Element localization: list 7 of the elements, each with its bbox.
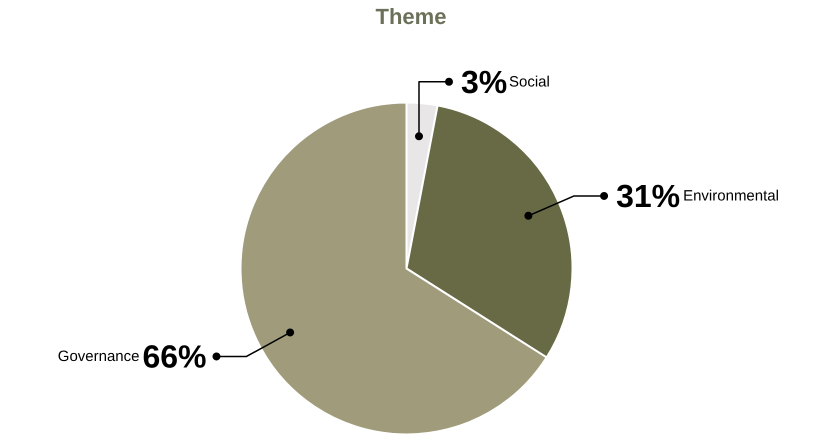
- chart-title: Theme: [376, 4, 446, 29]
- slice-label: Social: [509, 73, 550, 90]
- slice-label: Governance: [58, 348, 140, 365]
- data-label: 66%: [142, 338, 206, 374]
- slice-label: Environmental: [683, 187, 779, 204]
- data-label: 31%: [616, 178, 680, 214]
- data-label: 3%: [461, 64, 508, 100]
